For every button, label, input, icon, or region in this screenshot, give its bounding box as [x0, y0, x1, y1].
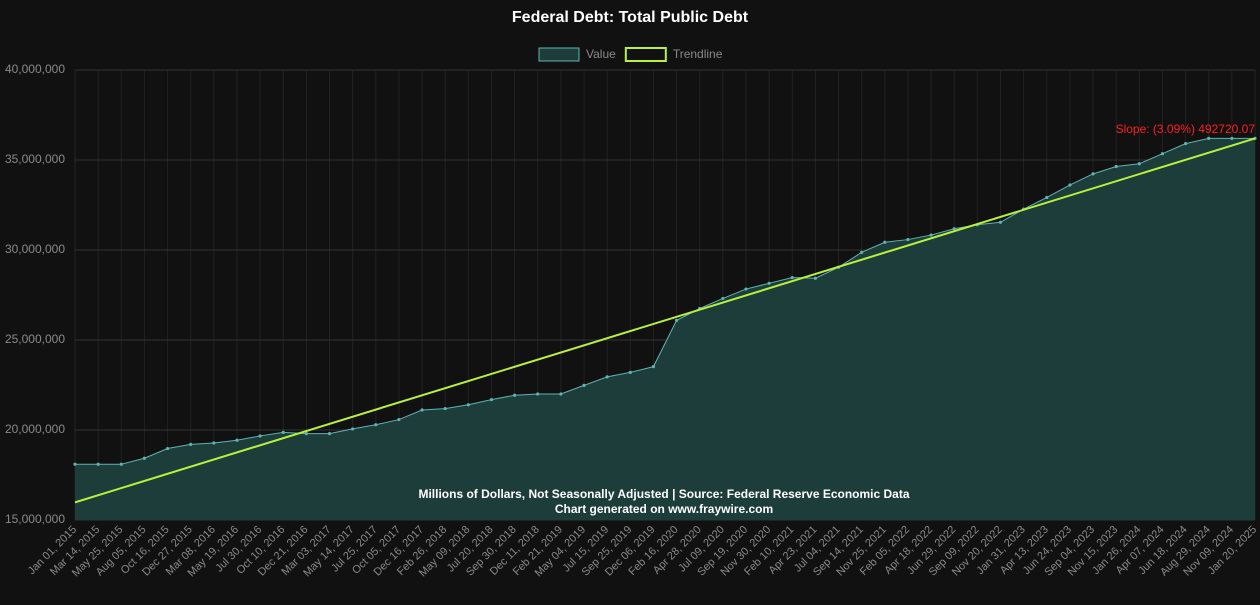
data-point: [119, 462, 123, 466]
trendline: [74, 137, 1256, 504]
footer-text: Chart generated on www.fraywire.com: [555, 502, 773, 516]
data-point: [952, 227, 956, 231]
data-point: [1045, 195, 1049, 200]
data-point: [304, 432, 308, 436]
data-point: [513, 393, 517, 397]
data-point: [165, 446, 170, 451]
data-point: [466, 403, 470, 407]
y-tick-label: 15,000,000: [5, 512, 65, 526]
data-point: [351, 427, 355, 431]
legend-label: Value: [586, 47, 616, 61]
data-point: [1114, 164, 1118, 169]
data-point: [1068, 183, 1072, 187]
data-point: [489, 397, 494, 402]
legend-swatch: [538, 47, 580, 62]
data-point: [327, 432, 332, 436]
chart-title: Federal Debt: Total Public Debt: [512, 9, 749, 26]
y-tick-label: 20,000,000: [5, 422, 65, 436]
data-point: [1207, 136, 1211, 140]
data-point: [374, 423, 378, 427]
y-tick-label: 25,000,000: [5, 332, 65, 346]
data-point: [1230, 136, 1234, 140]
data-point: [860, 250, 864, 254]
data-point: [929, 233, 933, 237]
series-line: [75, 137, 1255, 465]
data-point: [582, 383, 586, 387]
data-point: [96, 462, 100, 466]
data-point: [721, 296, 725, 301]
data-point: [281, 430, 285, 434]
footer-text: Millions of Dollars, Not Seasonally Adju…: [418, 487, 909, 501]
data-point: [189, 442, 193, 446]
data-point: [235, 438, 239, 442]
data-point: [443, 406, 447, 411]
data-point: [420, 408, 424, 412]
data-point: [651, 365, 656, 369]
legend-swatch: [624, 47, 667, 62]
data-point: [258, 434, 262, 438]
data-point: [744, 287, 748, 291]
area-fill: [75, 138, 1255, 520]
data-point: [73, 462, 77, 466]
y-tick-label: 35,000,000: [5, 152, 65, 166]
data-point: [397, 417, 401, 422]
data-point: [1160, 152, 1165, 156]
y-tick-label: 30,000,000: [5, 242, 65, 256]
data-point: [674, 318, 679, 322]
data-point: [212, 441, 216, 445]
data-point: [813, 276, 817, 280]
y-tick-label: 40,000,000: [5, 62, 65, 76]
data-point: [998, 220, 1003, 224]
data-point: [767, 281, 771, 285]
legend-label: Trendline: [673, 47, 723, 61]
data-point: [906, 237, 910, 242]
data-point: [628, 370, 632, 374]
data-point: [559, 392, 563, 396]
data-point: [790, 275, 794, 280]
data-point: [536, 392, 540, 396]
annotation: Slope: (3.09%) 492720.07: [1116, 122, 1256, 136]
data-point: [883, 240, 887, 244]
data-point: [142, 456, 147, 460]
data-point: [1137, 162, 1141, 166]
data-point: [1091, 172, 1095, 176]
data-point: [1183, 142, 1188, 146]
data-point: [605, 375, 609, 379]
